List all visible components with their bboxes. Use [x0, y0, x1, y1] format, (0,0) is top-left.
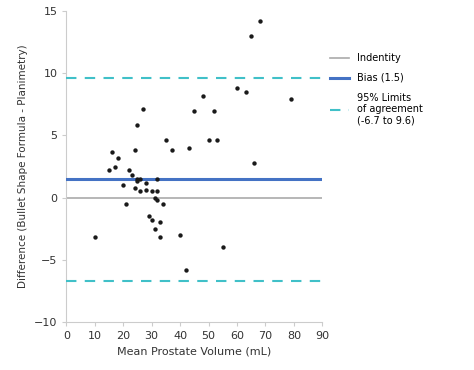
Point	[148, 217, 155, 223]
Point	[156, 235, 164, 241]
Point	[154, 188, 161, 194]
Point	[168, 147, 175, 153]
Point	[159, 201, 167, 207]
Point	[256, 18, 264, 24]
Y-axis label: Difference (Bullet Shape Formula - Planimetry): Difference (Bullet Shape Formula - Plani…	[18, 45, 28, 288]
Point	[134, 178, 141, 184]
Point	[119, 182, 127, 188]
Point	[176, 232, 184, 238]
Point	[139, 106, 147, 112]
Point	[250, 160, 258, 166]
Point	[108, 149, 116, 155]
Point	[156, 219, 164, 225]
Point	[134, 122, 141, 128]
Point	[242, 89, 249, 95]
Point	[151, 195, 158, 201]
Point	[148, 188, 155, 194]
Point	[111, 164, 118, 169]
Point	[213, 137, 221, 143]
Point	[199, 92, 207, 98]
Point	[114, 155, 121, 161]
Point	[162, 137, 170, 143]
X-axis label: Mean Prostate Volume (mL): Mean Prostate Volume (mL)	[117, 346, 272, 356]
Point	[128, 172, 136, 178]
Point	[219, 244, 227, 250]
Point	[205, 137, 212, 143]
Point	[137, 188, 144, 194]
Point	[151, 226, 158, 232]
Point	[122, 201, 130, 207]
Point	[91, 235, 99, 241]
Point	[185, 145, 192, 151]
Point	[287, 97, 295, 102]
Point	[137, 176, 144, 182]
Point	[131, 147, 138, 153]
Point	[210, 108, 218, 114]
Point	[154, 197, 161, 203]
Point	[191, 108, 198, 114]
Point	[131, 185, 138, 191]
Point	[233, 85, 241, 91]
Point	[182, 267, 190, 273]
Point	[142, 180, 150, 186]
Legend: Indentity, Bias (1.5), 95% Limits
of agreement
(-6.7 to 9.6): Indentity, Bias (1.5), 95% Limits of agr…	[330, 53, 423, 126]
Point	[154, 176, 161, 182]
Point	[142, 187, 150, 193]
Point	[134, 176, 141, 182]
Point	[125, 167, 133, 173]
Point	[247, 33, 255, 39]
Point	[145, 213, 153, 219]
Point	[105, 167, 113, 173]
